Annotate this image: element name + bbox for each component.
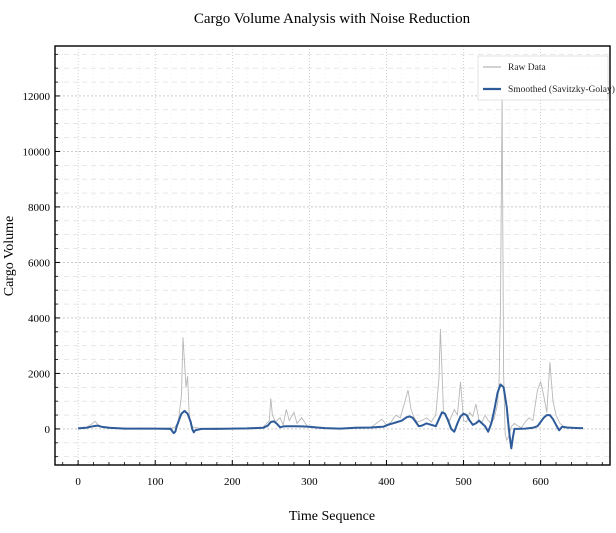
y-tick-label: 4000 [28, 313, 51, 325]
x-tick-label: 500 [455, 476, 472, 488]
x-tick-label: 0 [75, 476, 81, 488]
raw-data-line [78, 95, 584, 442]
smoothed-series [78, 383, 583, 450]
smoothed-line [78, 383, 583, 450]
x-axis: 0 100 200 300 400 500 600 [62, 460, 603, 488]
legend: Raw Data Smoothed (Savitzky-Golay) [477, 55, 615, 101]
x-tick-label: 400 [378, 476, 395, 488]
legend-raw-label: Raw Data [508, 63, 547, 73]
legend-smoothed-label: Smoothed (Savitzky-Golay) [508, 84, 615, 95]
chart-title: Cargo Volume Analysis with Noise Reducti… [194, 11, 471, 27]
y-tick-label: 0 [45, 424, 51, 436]
x-tick-label: 100 [147, 476, 164, 488]
y-axis: 0 2000 4000 6000 8000 10000 12000 [23, 53, 60, 458]
legend-box [477, 55, 609, 101]
y-tick-label: 10000 [23, 146, 51, 158]
raw-data-series [78, 95, 584, 442]
y-axis-label: Cargo Volume [2, 216, 17, 297]
y-tick-label: 12000 [23, 91, 51, 103]
y-tick-label: 6000 [28, 257, 51, 269]
x-axis-label: Time Sequence [289, 509, 375, 524]
x-tick-label: 200 [224, 476, 241, 488]
y-tick-label: 2000 [28, 368, 51, 380]
x-tick-label: 300 [301, 476, 318, 488]
x-tick-label: 600 [532, 476, 549, 488]
plot-frame [54, 45, 611, 466]
grid [55, 46, 610, 465]
y-tick-label: 8000 [28, 202, 51, 214]
